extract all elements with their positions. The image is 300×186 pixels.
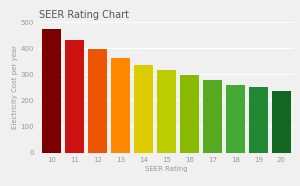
Bar: [88, 49, 107, 153]
Bar: [111, 58, 130, 153]
Y-axis label: Electricity Cost per year: Electricity Cost per year: [12, 45, 18, 129]
X-axis label: SEER Rating: SEER Rating: [145, 166, 188, 172]
Bar: [249, 87, 268, 153]
Text: SEER Rating Chart: SEER Rating Chart: [39, 10, 129, 20]
Bar: [180, 76, 199, 153]
Bar: [65, 40, 84, 153]
Bar: [157, 70, 176, 153]
Bar: [42, 29, 61, 153]
Bar: [203, 80, 222, 153]
Bar: [226, 85, 245, 153]
Bar: [134, 65, 153, 153]
Bar: [272, 91, 291, 153]
